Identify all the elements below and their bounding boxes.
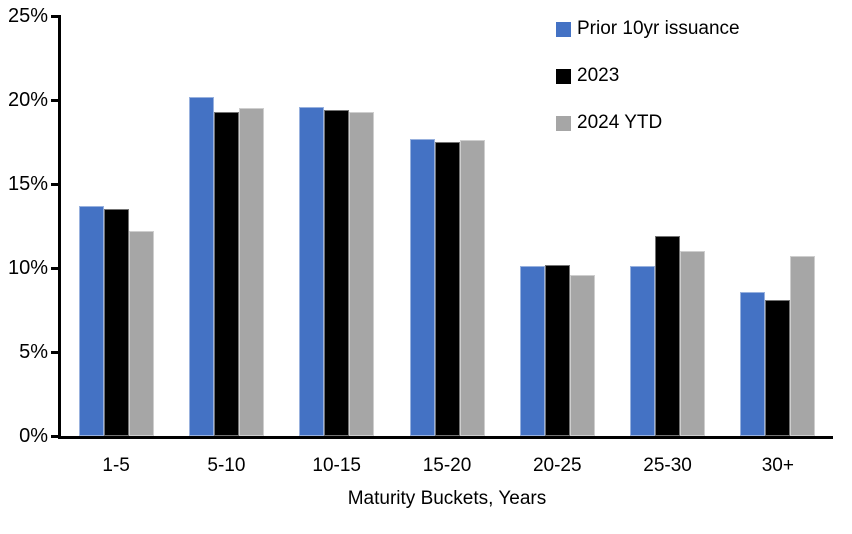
x-axis-label: 5-10	[207, 455, 246, 476]
x-axis-title: Maturity Buckets, Years	[347, 488, 547, 509]
bar	[349, 112, 375, 436]
bar	[459, 140, 485, 436]
bar	[299, 107, 325, 436]
bar	[213, 112, 239, 436]
bar	[324, 110, 350, 436]
legend-swatch-icon	[556, 115, 571, 131]
bar	[740, 292, 766, 436]
y-axis-label: 10%	[7, 257, 48, 279]
bar	[790, 256, 816, 436]
y-axis-tick	[51, 98, 58, 102]
x-axis-label: 25-30	[643, 455, 692, 476]
bar	[680, 251, 706, 436]
bar	[569, 275, 595, 436]
x-axis-label: 10-15	[312, 455, 361, 476]
x-axis-label: 1-5	[102, 455, 130, 476]
legend-item: 2024 YTD	[556, 111, 662, 135]
bar	[519, 266, 545, 436]
bar	[630, 266, 656, 436]
bar	[188, 97, 214, 436]
y-axis-label: 0%	[19, 425, 48, 447]
legend-swatch-icon	[556, 21, 571, 37]
x-axis-label: 30+	[761, 455, 794, 476]
bar	[409, 139, 435, 436]
y-axis-tick	[51, 266, 58, 270]
x-axis-label: 20-25	[532, 455, 582, 476]
legend-label: 2023	[577, 65, 620, 86]
y-axis-line	[58, 15, 61, 439]
y-axis-label: 20%	[7, 89, 48, 111]
x-axis-label: 15-20	[422, 455, 472, 476]
y-axis-tick	[51, 14, 58, 18]
y-axis-tick	[51, 434, 58, 438]
legend-item: Prior 10yr issuance	[556, 17, 740, 41]
bar	[238, 108, 264, 436]
x-axis-line	[58, 436, 833, 439]
bar	[78, 206, 104, 436]
y-axis-label: 15%	[7, 173, 48, 195]
bar	[128, 231, 154, 436]
bar	[103, 209, 129, 436]
legend-item: 2023	[556, 64, 619, 88]
bar	[544, 265, 570, 436]
y-axis-label: 25%	[7, 5, 48, 27]
bar	[765, 300, 791, 436]
y-axis-tick	[51, 350, 58, 354]
legend-swatch-icon	[556, 68, 571, 84]
bar	[655, 236, 681, 436]
legend-label: Prior 10yr issuance	[577, 18, 740, 39]
y-axis-label: 5%	[19, 341, 48, 363]
legend-label: 2024 YTD	[577, 112, 663, 133]
bar	[434, 142, 460, 436]
y-axis-tick	[51, 182, 58, 186]
